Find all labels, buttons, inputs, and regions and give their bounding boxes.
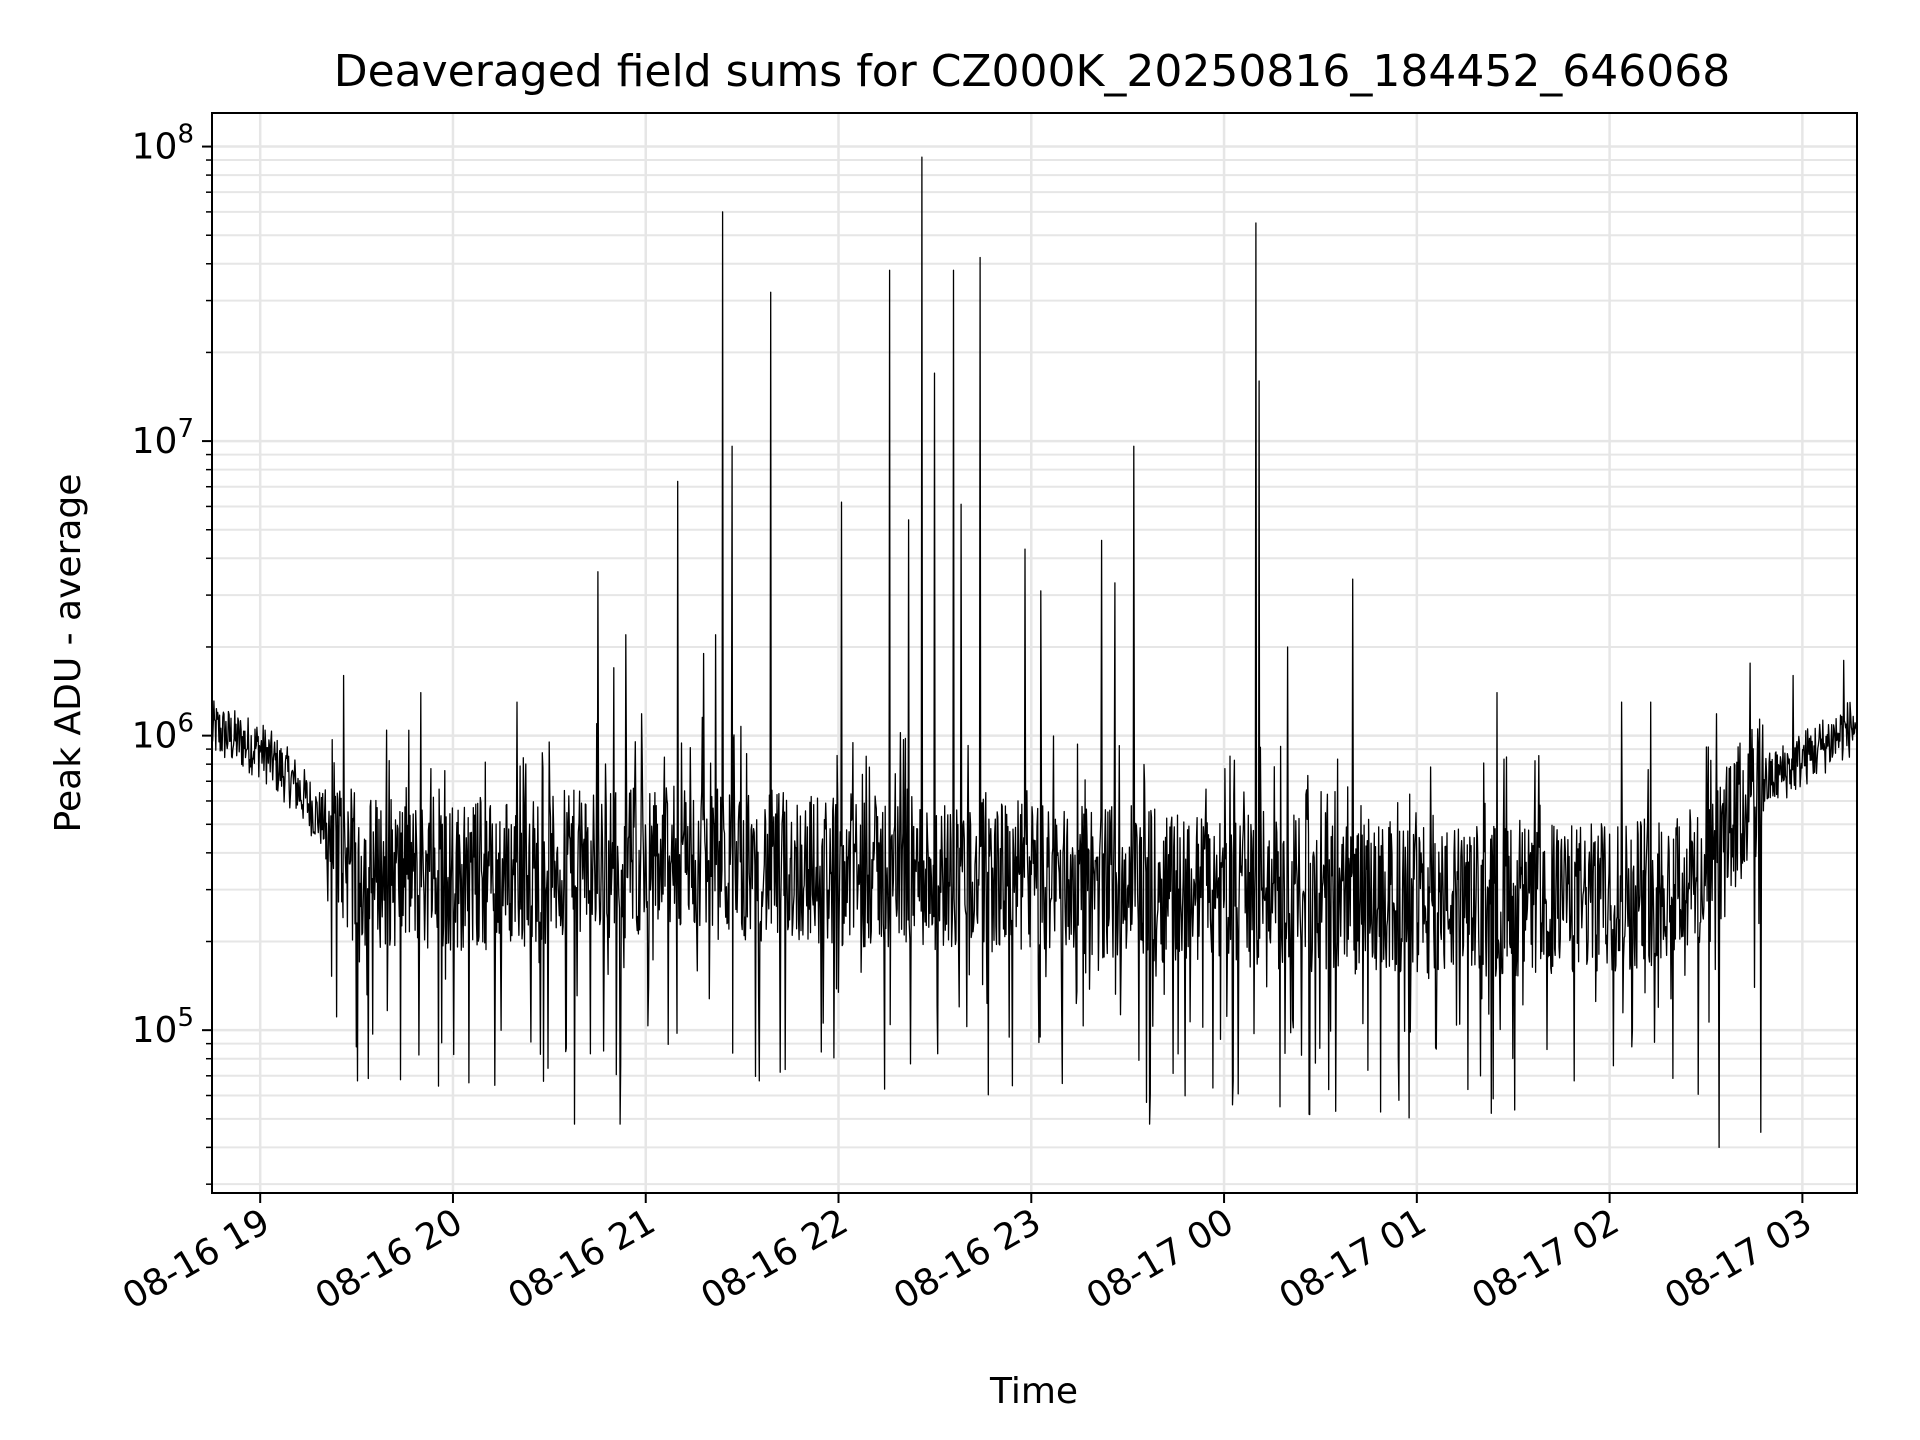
series-line-group: [211, 156, 1858, 1149]
series-line: [211, 156, 1858, 1149]
y-axis: 105 106 107 108: [132, 120, 212, 1185]
y-tick-label: 107: [132, 414, 194, 462]
y-tick-label: 106: [132, 709, 194, 757]
y-tick-label: 105: [132, 1003, 194, 1051]
chart-title: Deaveraged field sums for CZ000K_2025081…: [334, 46, 1731, 97]
plot-frame: [211, 112, 1858, 1194]
y-tick-label: 108: [132, 120, 194, 168]
grid: [212, 113, 1857, 1193]
y-axis-label: Peak ADU - average: [48, 474, 89, 833]
x-axis-label: Time: [989, 1371, 1078, 1412]
